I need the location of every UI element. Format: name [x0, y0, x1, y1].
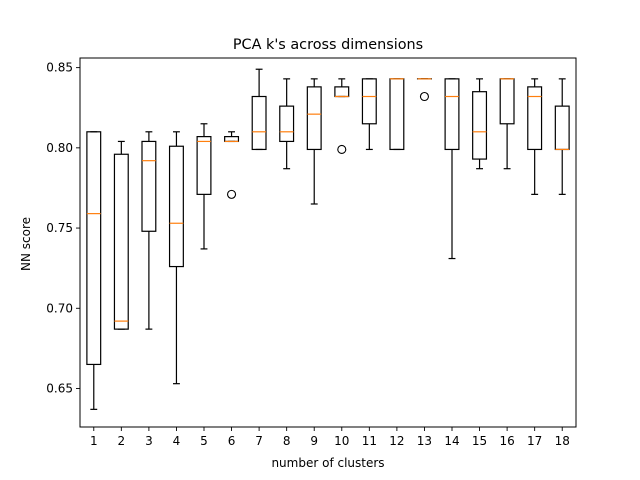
x-tick-label: 6: [228, 434, 236, 448]
box-17: [527, 78, 543, 195]
box-2: [113, 140, 129, 330]
y-axis-label: NN score: [19, 217, 33, 271]
y-tick-label: 0.85: [46, 61, 73, 75]
box-body: [141, 140, 157, 232]
x-tick-label: 8: [283, 434, 291, 448]
box-16: [499, 78, 515, 170]
y-tick-label: 0.80: [46, 141, 73, 155]
x-tick-label: 17: [527, 434, 542, 448]
box-15: [472, 78, 488, 170]
box-4: [168, 131, 184, 385]
box-body: [251, 95, 267, 151]
box-1: [86, 131, 102, 410]
box-body: [224, 136, 240, 143]
box-body: [499, 78, 515, 125]
box-body: [306, 86, 322, 151]
x-tick-label: 5: [200, 434, 208, 448]
x-tick-label: 7: [255, 434, 263, 448]
x-tick-label: 16: [499, 434, 514, 448]
outlier-point: [419, 91, 429, 102]
box-18: [554, 78, 570, 195]
x-tick-label: 12: [389, 434, 404, 448]
x-axis: 1 2 3 4 5 6 7 8 9 10 11 12 13 14 15 16 17 18: [90, 427, 570, 448]
box-body: [279, 105, 295, 143]
y-tick-label: 0.65: [46, 381, 73, 395]
box-6: [224, 131, 240, 199]
x-axis-label: number of clusters: [271, 456, 384, 470]
plot-area: [79, 57, 577, 428]
y-tick-label: 0.75: [46, 221, 73, 235]
y-axis: 0.65 0.70 0.75 0.80 0.85: [46, 61, 80, 395]
box-3: [141, 131, 157, 330]
box-7: [251, 68, 267, 151]
box-13: [416, 78, 432, 102]
box-body: [554, 105, 570, 151]
box-body: [527, 86, 543, 151]
box-body: [334, 86, 350, 98]
box-9: [306, 78, 322, 205]
x-tick-label: 15: [472, 434, 487, 448]
box-8: [279, 78, 295, 170]
x-tick-label: 2: [118, 434, 126, 448]
x-tick-label: 3: [145, 434, 153, 448]
box-12: [389, 78, 405, 151]
box-body: [113, 153, 129, 330]
box-body: [472, 91, 488, 160]
x-tick-label: 9: [310, 434, 318, 448]
box-body: [444, 78, 460, 151]
box-body: [389, 78, 405, 151]
box-11: [361, 78, 377, 151]
x-tick-label: 4: [173, 434, 181, 448]
box-body: [168, 145, 184, 268]
outlier-point: [337, 144, 347, 154]
x-tick-label: 13: [417, 434, 432, 448]
x-tick-label: 11: [362, 434, 377, 448]
chart-title: PCA k's across dimensions: [233, 37, 423, 53]
x-tick-label: 1: [90, 434, 98, 448]
box-10: [334, 78, 350, 154]
box-body: [361, 78, 377, 125]
box-body: [86, 131, 102, 366]
outlier-point: [227, 189, 237, 199]
plot-frame: [79, 57, 577, 428]
box-5: [196, 123, 212, 250]
x-tick-label: 18: [555, 434, 570, 448]
y-tick-label: 0.70: [46, 301, 73, 315]
x-tick-label: 10: [334, 434, 349, 448]
box-14: [444, 78, 460, 260]
box-body: [196, 136, 212, 195]
x-tick-label: 14: [444, 434, 459, 448]
